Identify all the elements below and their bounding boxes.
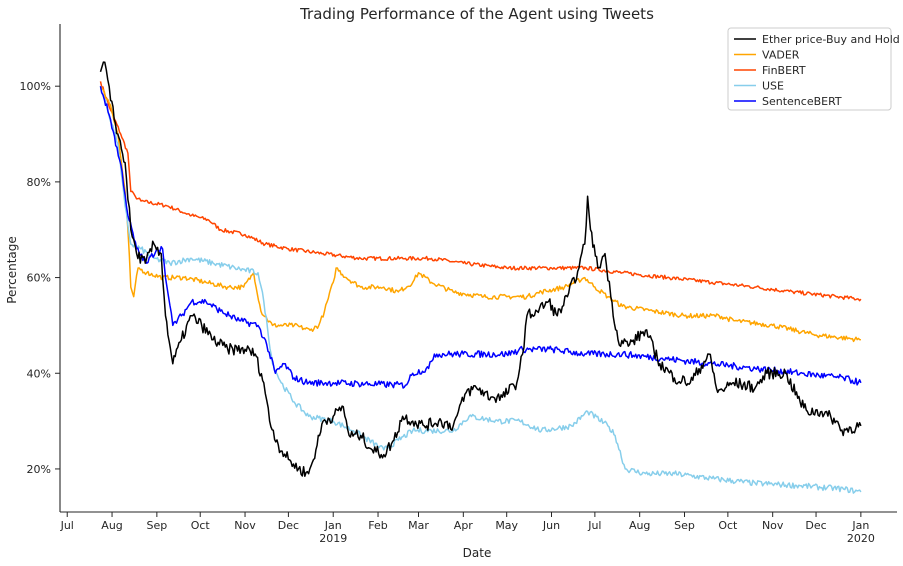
series-line	[99, 85, 862, 343]
series-line	[99, 86, 862, 494]
y-tick-label: 100%	[20, 80, 51, 93]
chart-title: Trading Performance of the Agent using T…	[299, 5, 654, 23]
legend-label: FinBERT	[762, 64, 806, 77]
x-tick-label: Aug	[629, 519, 650, 532]
x-tick-label: Oct	[718, 519, 738, 532]
y-tick-label: 80%	[27, 176, 51, 189]
series-line	[99, 61, 862, 477]
x-tick-label: Sep	[146, 519, 167, 532]
y-tick-label: 40%	[27, 367, 51, 380]
x-tick-label: Feb	[368, 519, 387, 532]
x-tick-label: Nov	[762, 519, 784, 532]
x-tick-label: May	[495, 519, 518, 532]
series-line	[99, 81, 862, 302]
legend-box	[727, 27, 892, 111]
x-tick-label: Jul	[60, 519, 74, 532]
x-tick-label: Aug	[101, 519, 122, 532]
series-lines	[99, 61, 862, 494]
x-tick-year-label: 2020	[847, 532, 875, 545]
x-tick-label: Dec	[278, 519, 299, 532]
legend-label: SentenceBERT	[762, 95, 842, 108]
x-tick-label: Mar	[408, 519, 429, 532]
x-tick-label: Sep	[674, 519, 695, 532]
y-tick-label: 60%	[27, 272, 51, 285]
x-tick-label: Oct	[191, 519, 211, 532]
axes: 20%40%60%80%100%Jul Aug Sep Oct Nov Dec Jan201…	[20, 24, 897, 545]
y-axis-label: Percentage	[5, 236, 19, 304]
x-tick-label: Nov	[234, 519, 256, 532]
legend-label: VADER	[762, 49, 800, 62]
legend: Ether price-Buy and Hold VADER FinBERT USE S…	[727, 27, 900, 111]
legend-label: Ether price-Buy and Hold	[762, 33, 900, 46]
x-tick-year-label: 2019	[319, 532, 347, 545]
legend-label: USE	[762, 80, 784, 93]
x-tick-label: Apr	[454, 519, 474, 532]
x-tick-label: Dec	[805, 519, 826, 532]
x-tick-label: Jan	[324, 519, 342, 532]
y-tick-label: 20%	[27, 463, 51, 476]
x-tick-label: Jan	[851, 519, 869, 532]
x-tick-label: Jun	[542, 519, 560, 532]
series-line	[99, 86, 862, 389]
x-tick-label: Jul	[587, 519, 601, 532]
x-axis-label: Date	[463, 546, 492, 560]
